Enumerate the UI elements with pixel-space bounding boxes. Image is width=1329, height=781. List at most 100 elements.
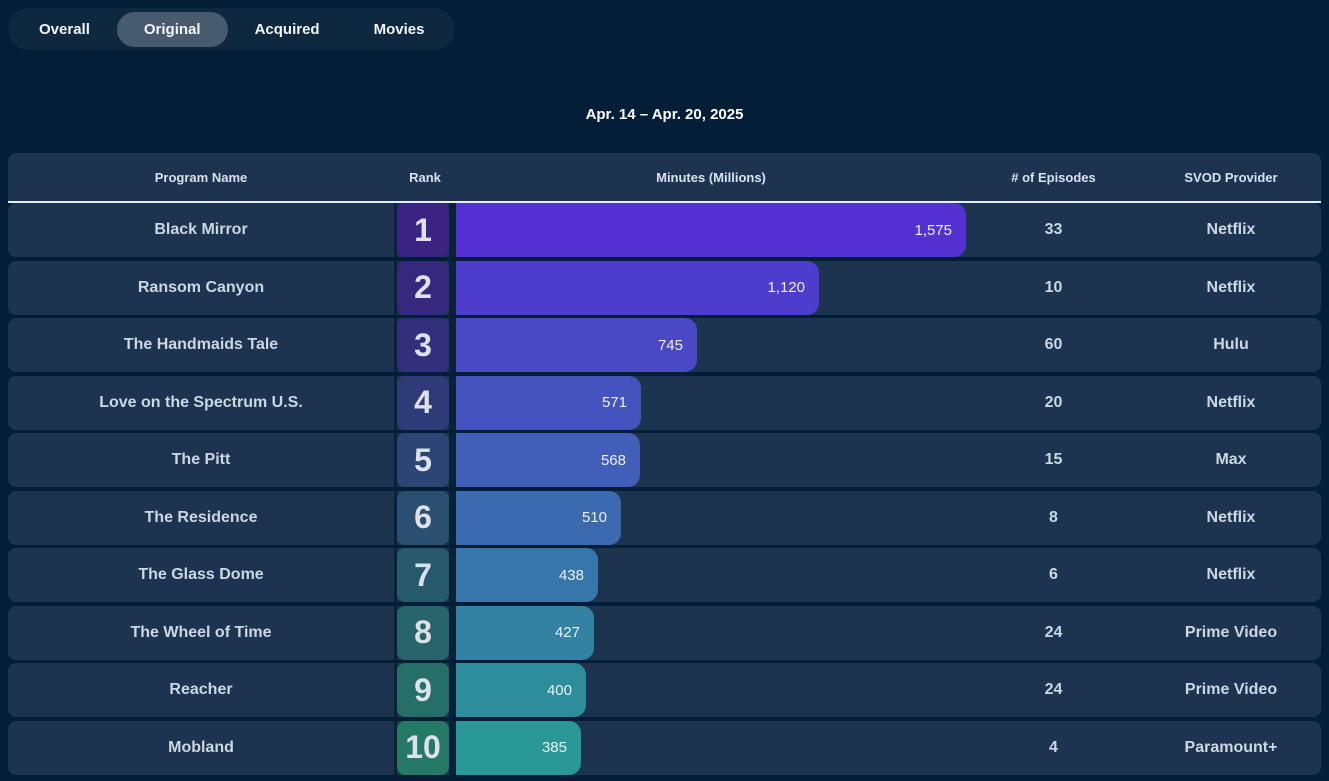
svod-provider: Prime Video bbox=[1184, 681, 1278, 698]
minutes-bar-track: 385 bbox=[456, 720, 966, 775]
rank-cell: 4 bbox=[394, 375, 456, 430]
minutes-bar: 745 bbox=[456, 318, 697, 372]
rank-badge: 6 bbox=[397, 490, 449, 545]
rank-cell: 10 bbox=[394, 720, 456, 775]
minutes-bar-track: 571 bbox=[456, 375, 966, 430]
rank-cell: 8 bbox=[394, 605, 456, 660]
column-header: Rank bbox=[409, 169, 441, 185]
minutes-bar-track: 568 bbox=[456, 433, 966, 487]
minutes-bar-track: 1,120 bbox=[456, 260, 966, 315]
rank-cell: 9 bbox=[394, 663, 456, 717]
rank-badge: 2 bbox=[397, 260, 449, 315]
episodes-count: 8 bbox=[1049, 508, 1058, 526]
episodes-count: 4 bbox=[1049, 738, 1058, 756]
svod-provider: Prime Video bbox=[1184, 623, 1278, 641]
minutes-value: 1,120 bbox=[767, 279, 805, 296]
episodes-count: 24 bbox=[1044, 623, 1063, 641]
minutes-bar-track: 438 bbox=[456, 548, 966, 602]
program-name: Mobland bbox=[168, 738, 234, 756]
episodes-count: 20 bbox=[1044, 393, 1063, 411]
minutes-value: 745 bbox=[657, 336, 683, 354]
program-name: Love on the Spectrum U.S. bbox=[99, 393, 303, 411]
program-name: The Residence bbox=[144, 508, 258, 526]
svod-provider: Netflix bbox=[1206, 221, 1256, 238]
minutes-value: 568 bbox=[600, 451, 626, 469]
minutes-bar-track: 510 bbox=[456, 490, 966, 545]
svod-provider: Netflix bbox=[1206, 508, 1256, 526]
episodes-count: 60 bbox=[1044, 336, 1063, 353]
tab-bar: Overall Original Acquired Movies bbox=[8, 8, 456, 50]
minutes-bar: 400 bbox=[456, 663, 586, 717]
program-name: Black Mirror bbox=[154, 221, 248, 238]
column-header: SVOD Provider bbox=[1184, 169, 1278, 185]
table-header: Program Name Rank Minutes (Millions) # of E… bbox=[8, 153, 1321, 203]
table-row: Ransom Canyon 2 1,120 10 Netflix bbox=[8, 260, 1321, 315]
episodes-count: 6 bbox=[1049, 566, 1058, 583]
rank-badge: 7 bbox=[397, 548, 449, 602]
table-row: Black Mirror 1 1,575 33 Netflix bbox=[8, 203, 1321, 257]
minutes-bar: 385 bbox=[456, 720, 581, 775]
svod-provider: Max bbox=[1215, 451, 1247, 468]
program-name: Ransom Canyon bbox=[137, 278, 265, 296]
episodes-count: 24 bbox=[1044, 681, 1063, 698]
rank-badge: 1 bbox=[397, 203, 449, 257]
tab-movies[interactable]: Movies bbox=[347, 12, 452, 47]
rank-cell: 2 bbox=[394, 260, 456, 315]
streaming-rankings-table: Program Name Rank Minutes (Millions) # of E… bbox=[8, 153, 1321, 775]
minutes-bar: 427 bbox=[456, 605, 594, 660]
episodes-count: 15 bbox=[1044, 451, 1063, 468]
rank-badge: 9 bbox=[397, 663, 449, 717]
minutes-value: 510 bbox=[581, 509, 607, 526]
table-row: The Glass Dome 7 438 6 Netflix bbox=[8, 548, 1321, 602]
table-row: The Handmaids Tale 3 745 60 Hulu bbox=[8, 318, 1321, 372]
minutes-bar: 510 bbox=[456, 490, 621, 545]
program-name: The Wheel of Time bbox=[130, 623, 272, 641]
column-header: Program Name bbox=[154, 169, 248, 185]
table-row: The Wheel of Time 8 427 24 Prime Video bbox=[8, 605, 1321, 660]
column-header: Minutes (Millions) bbox=[656, 169, 766, 185]
tab-original[interactable]: Original bbox=[116, 11, 228, 47]
table-row: Mobland 10 385 4 Paramount+ bbox=[8, 720, 1321, 775]
program-name: Reacher bbox=[169, 681, 233, 698]
minutes-bar-track: 427 bbox=[456, 605, 966, 660]
tab-acquired[interactable]: Acquired bbox=[228, 12, 347, 47]
minutes-bar: 1,120 bbox=[456, 260, 819, 315]
minutes-bar: 568 bbox=[456, 433, 640, 487]
minutes-value: 571 bbox=[601, 394, 627, 411]
rank-cell: 7 bbox=[394, 548, 456, 602]
episodes-count: 33 bbox=[1044, 221, 1063, 238]
date-range: Apr. 14 – Apr. 20, 2025 bbox=[585, 106, 744, 123]
minutes-bar: 438 bbox=[456, 548, 598, 602]
column-header: # of Episodes bbox=[1011, 169, 1096, 185]
minutes-bar-track: 745 bbox=[456, 318, 966, 372]
program-name: The Handmaids Tale bbox=[123, 336, 279, 353]
episodes-count: 10 bbox=[1044, 278, 1063, 296]
rank-badge: 10 bbox=[397, 720, 449, 775]
program-name: The Pitt bbox=[171, 451, 231, 468]
svod-provider: Paramount+ bbox=[1184, 738, 1278, 756]
table-row: The Residence 6 510 8 Netflix bbox=[8, 490, 1321, 545]
minutes-bar-track: 1,575 bbox=[456, 203, 966, 257]
rank-badge: 8 bbox=[397, 605, 449, 660]
table-row: The Pitt 5 568 15 Max bbox=[8, 433, 1321, 487]
svod-provider: Netflix bbox=[1206, 566, 1256, 583]
minutes-value: 427 bbox=[554, 624, 580, 641]
minutes-value: 400 bbox=[546, 681, 572, 699]
rank-cell: 3 bbox=[394, 318, 456, 372]
tab-overall[interactable]: Overall bbox=[12, 12, 117, 47]
minutes-bar-track: 400 bbox=[456, 663, 966, 717]
table-row: Love on the Spectrum U.S. 4 571 20 Netflix bbox=[8, 375, 1321, 430]
rank-cell: 5 bbox=[394, 433, 456, 487]
minutes-bar: 571 bbox=[456, 375, 641, 430]
table-row: Reacher 9 400 24 Prime Video bbox=[8, 663, 1321, 717]
rank-cell: 1 bbox=[394, 203, 456, 257]
minutes-bar: 1,575 bbox=[456, 203, 966, 257]
minutes-value: 438 bbox=[558, 566, 584, 584]
minutes-value: 1,575 bbox=[914, 221, 952, 239]
program-name: The Glass Dome bbox=[138, 566, 264, 583]
svod-provider: Netflix bbox=[1206, 278, 1256, 296]
minutes-value: 385 bbox=[541, 739, 567, 756]
svod-provider: Netflix bbox=[1206, 393, 1256, 411]
svod-provider: Hulu bbox=[1213, 336, 1249, 353]
table-body: Black Mirror 1 1,575 33 Netflix Ransom Canyon… bbox=[8, 203, 1321, 775]
